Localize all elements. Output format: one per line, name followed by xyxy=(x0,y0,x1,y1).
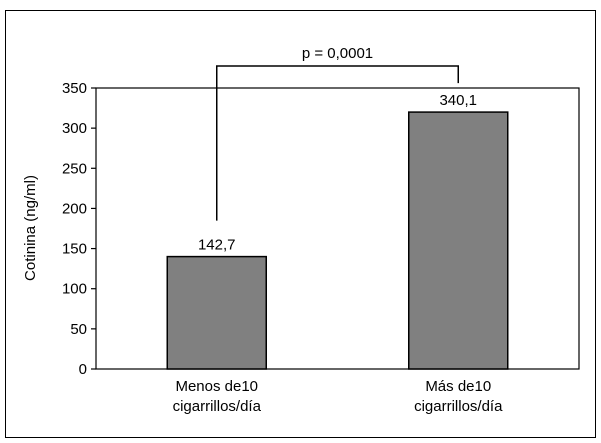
bar-2 xyxy=(408,111,509,370)
significance-bracket xyxy=(216,65,459,221)
y-tick-label: 300 xyxy=(62,120,87,137)
y-tick-label: 250 xyxy=(62,160,87,177)
y-tick-label: 200 xyxy=(62,200,87,217)
bars: 142,7 340,1 xyxy=(166,92,509,370)
x-tick-label: cigarrillos/día xyxy=(173,398,262,415)
y-tick-label: 50 xyxy=(70,321,87,338)
p-value-label: p = 0,0001 xyxy=(302,45,373,62)
y-tick-label: 100 xyxy=(62,281,87,298)
bar-value-label: 340,1 xyxy=(439,92,477,109)
bar-1 xyxy=(166,255,267,370)
x-axis-tick-labels: Menos de10 cigarrillos/día Más de10 cigarri… xyxy=(173,378,504,415)
y-tick-label: 150 xyxy=(62,241,87,258)
y-axis: 0 50 100 150 200 250 300 350 xyxy=(62,80,96,378)
plot-area-frame xyxy=(95,87,580,370)
bar-value-label: 142,7 xyxy=(198,237,236,254)
y-axis-label: Cotinina (ng/ml) xyxy=(22,175,39,281)
significance-annotation: p = 0,0001 xyxy=(216,45,459,221)
x-tick-label: Más de10 xyxy=(425,378,491,395)
y-tick-label: 0 xyxy=(79,361,87,378)
y-tick-label: 350 xyxy=(62,80,87,97)
x-tick-label: cigarrillos/día xyxy=(414,398,503,415)
x-tick-label: Menos de10 xyxy=(175,378,258,395)
